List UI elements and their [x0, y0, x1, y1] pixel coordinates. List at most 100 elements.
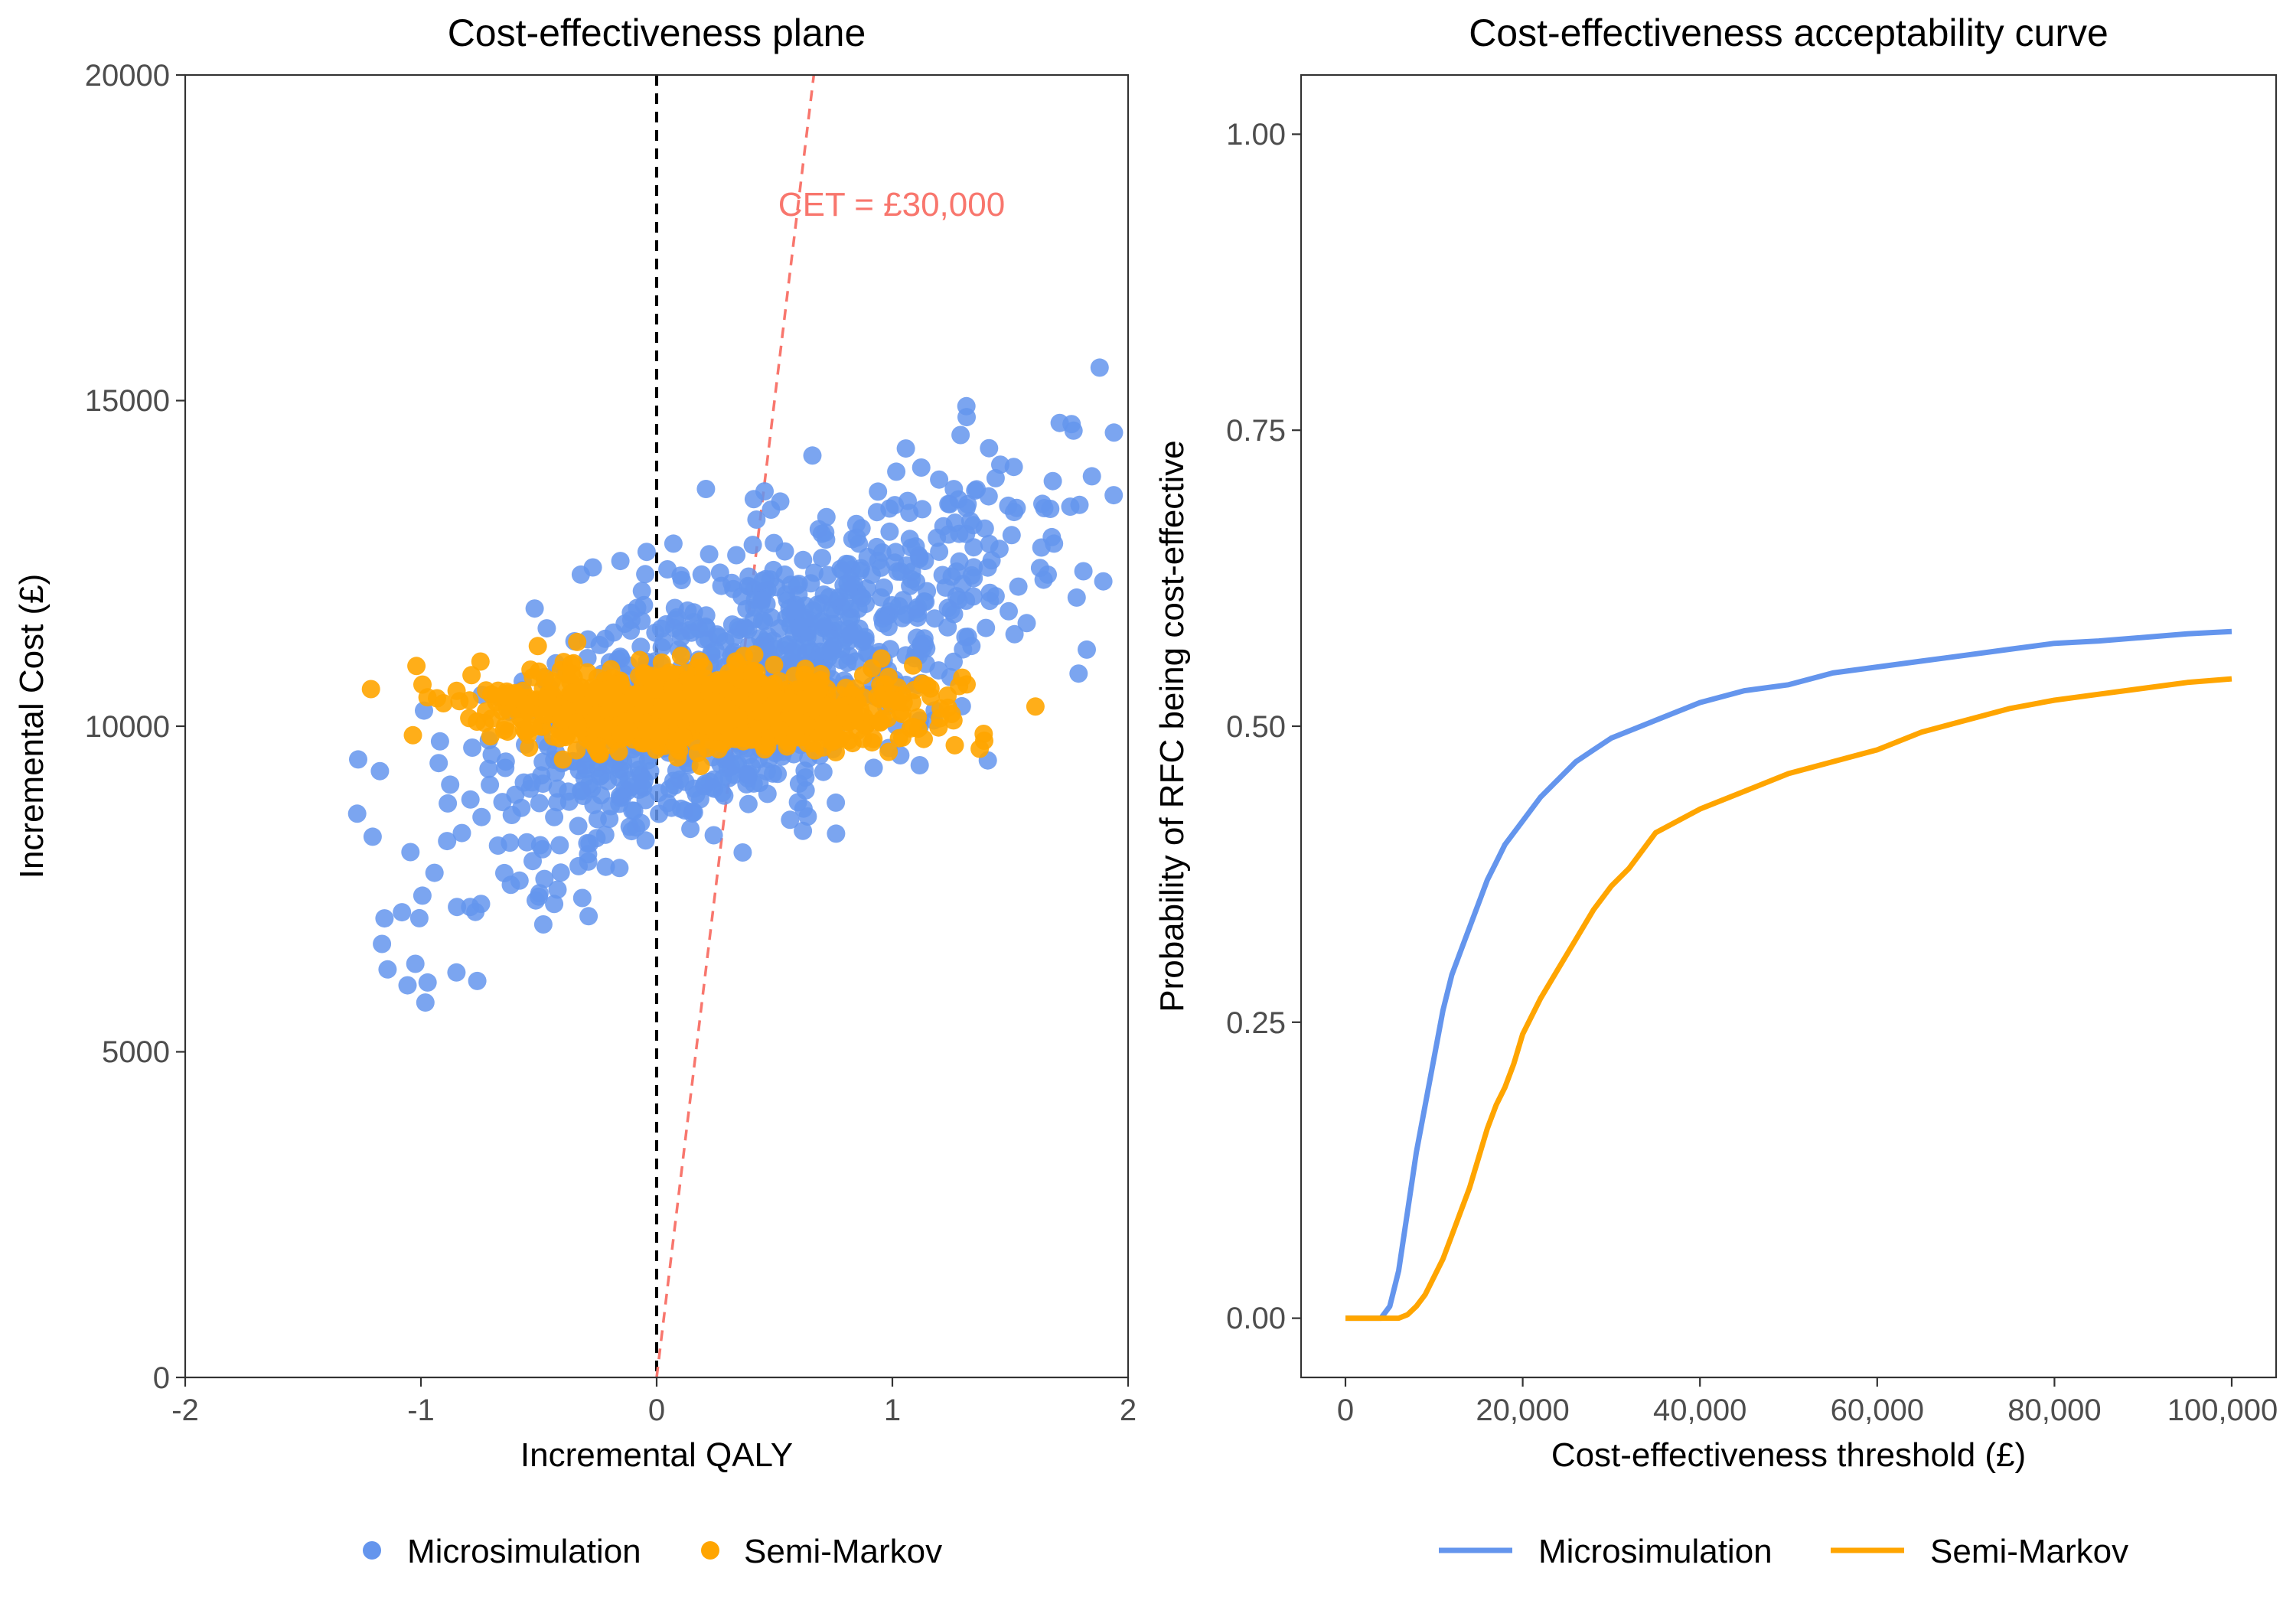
semi-markov-point — [730, 688, 749, 707]
microsimulation-point — [1078, 640, 1096, 659]
microsimulation-point — [817, 507, 836, 526]
microsimulation-point — [951, 425, 970, 445]
ceac-frame — [1300, 73, 2278, 1379]
microsimulation-point — [846, 514, 866, 533]
semi-markov-point — [903, 693, 921, 712]
microsimulation-point — [1005, 624, 1024, 644]
microsimulation-point — [1000, 601, 1018, 621]
microsimulation-point — [611, 552, 630, 571]
microsimulation-point — [827, 793, 846, 812]
microsimulation-point — [1094, 572, 1113, 591]
microsimulation-point — [739, 764, 758, 784]
microsimulation-point — [986, 468, 1005, 487]
semi-markov-point — [786, 725, 805, 744]
microsimulation-point — [967, 480, 987, 499]
semi-markov-point — [781, 693, 801, 712]
microsimulation-point — [757, 595, 776, 614]
microsimulation-point — [944, 480, 964, 499]
y-tick-label: 10000 — [85, 710, 170, 744]
microsimulation-point — [724, 628, 743, 647]
microsimulation-point — [671, 628, 690, 647]
microsimulation-point — [1069, 664, 1088, 683]
microsimulation-point — [818, 566, 837, 585]
semi-markov-point — [475, 713, 494, 732]
microsimulation-point — [957, 408, 976, 427]
threshold-label: CET = £30,000 — [778, 186, 1005, 223]
legend-label-microsimulation: Microsimulation — [1538, 1533, 1773, 1570]
microsimulation-point — [879, 618, 898, 637]
legend-label-semi-markov: Semi-Markov — [744, 1533, 942, 1570]
microsimulation-point — [888, 562, 907, 581]
semi-markov-point — [587, 735, 606, 754]
semi-markov-point — [589, 719, 608, 738]
semi-markov-point — [843, 734, 862, 753]
microsimulation-point — [448, 898, 467, 917]
microsimulation-point — [496, 758, 515, 777]
microsimulation-point — [1070, 495, 1089, 514]
microsimulation-point — [885, 496, 905, 515]
microsimulation-point — [739, 794, 758, 813]
semi-markov-point — [553, 750, 572, 769]
microsimulation-point — [696, 480, 716, 498]
y-tick-label: 0.25 — [1226, 1006, 1286, 1040]
semi-markov-point — [471, 652, 490, 671]
semi-markov-point — [528, 637, 547, 656]
microsimulation-point — [461, 898, 480, 917]
microsimulation-point — [930, 543, 949, 561]
microsimulation-point — [813, 549, 832, 568]
semi-markov-point — [611, 725, 630, 744]
cet-dashed-line — [655, 74, 816, 1378]
microsimulation-point — [652, 638, 671, 657]
microsimulation-point — [719, 768, 739, 787]
semi-markov-point — [668, 748, 687, 767]
microsimulation-point — [683, 802, 703, 821]
microsimulation-point — [398, 976, 417, 995]
microsimulation-point — [775, 565, 794, 584]
microsimulation-point — [551, 863, 570, 882]
semi-markov-point — [945, 735, 964, 755]
legend-label-semi-markov: Semi-Markov — [1930, 1533, 2128, 1570]
microsimulation-point — [378, 960, 397, 979]
semi-markov-point — [784, 709, 804, 729]
microsimulation-point — [409, 908, 429, 927]
semi-markov-point — [863, 659, 882, 678]
semi-markov-point — [879, 667, 898, 686]
microsimulation-point — [646, 623, 665, 642]
semi-markov-point — [403, 725, 422, 745]
semi-markov-point — [673, 728, 693, 747]
microsimulation-point — [692, 565, 711, 584]
microsimulation-point — [758, 784, 777, 804]
y-tick-label: 0.50 — [1226, 710, 1286, 744]
microsimulation-point — [958, 627, 977, 647]
microsimulation-point — [636, 831, 655, 850]
microsimulation-point — [915, 629, 934, 648]
microsimulation-point — [864, 758, 883, 777]
microsimulation-point — [1032, 538, 1051, 557]
semi-markov-point — [543, 727, 563, 746]
microsimulation-point — [583, 558, 602, 577]
microsimulation-point — [823, 642, 842, 661]
microsimulation-point — [847, 528, 866, 547]
microsimulation-point — [370, 761, 390, 781]
semi-markov-point — [533, 705, 553, 724]
microsimulation-point — [710, 563, 729, 582]
threshold-line — [655, 74, 816, 1378]
semi-markov-point — [574, 696, 593, 715]
microsimulation-point — [468, 971, 487, 990]
microsimulation-point — [867, 503, 886, 522]
semi-markov-point — [495, 686, 514, 706]
microsimulation-point — [495, 863, 514, 882]
microsimulation-point — [775, 542, 794, 561]
microsimulation-point — [637, 543, 656, 562]
legend-label-microsimulation: Microsimulation — [407, 1533, 641, 1570]
microsimulation-point — [930, 470, 949, 489]
microsimulation-point — [347, 804, 367, 823]
semi-markov-point — [631, 650, 649, 670]
microsimulation-point — [517, 833, 536, 852]
microsimulation-point — [853, 630, 872, 649]
legend-key-semi-markov — [701, 1541, 719, 1560]
microsimulation-point — [664, 534, 683, 553]
microsimulation-point — [533, 915, 553, 934]
microsimulation-point — [944, 652, 963, 671]
microsimulation-point — [523, 852, 542, 871]
